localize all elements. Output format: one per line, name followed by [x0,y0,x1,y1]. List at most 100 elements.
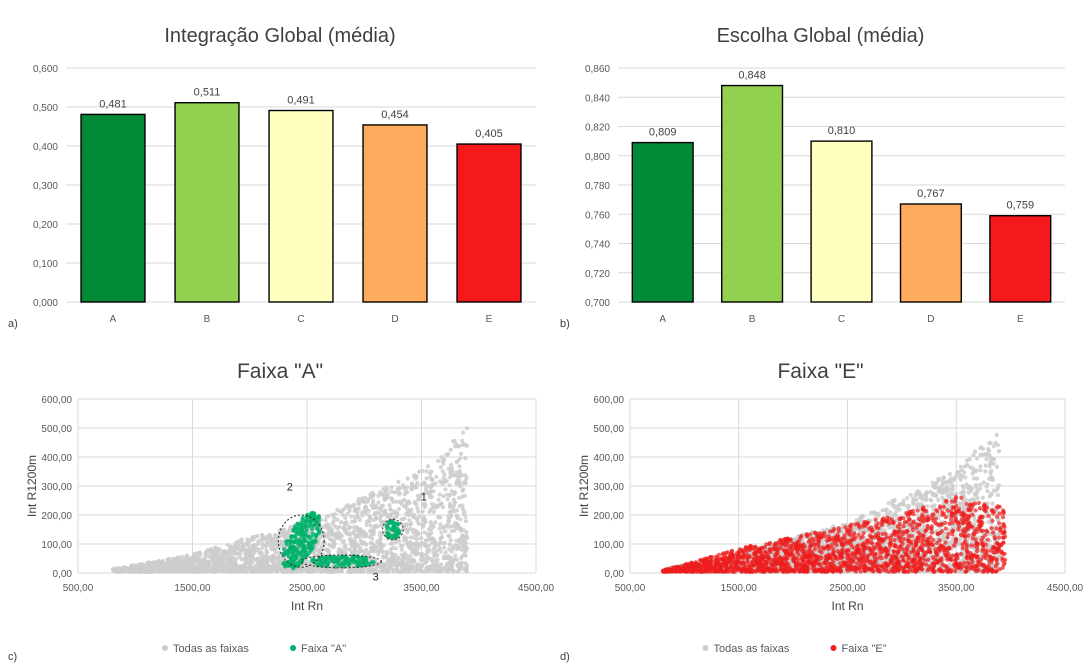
point-todas-as-faixas [417,522,421,526]
point-todas-as-faixas [379,524,383,528]
point-todas-as-faixas [358,527,362,531]
point-faixa-highlight [341,555,345,559]
point-todas-as-faixas [406,477,410,481]
x-tick-label: B [204,314,211,325]
point-todas-as-faixas [440,455,444,459]
point-todas-as-faixas [275,570,279,574]
point-todas-as-faixas [325,526,329,530]
point-todas-as-faixas [136,564,140,568]
point-faixa-highlight [318,562,322,566]
point-todas-as-faixas [423,517,427,521]
legend-marker-highlight [290,645,296,651]
point-todas-as-faixas [442,494,446,498]
point-todas-as-faixas [464,530,468,534]
chart-title: Integração Global (média) [164,25,395,47]
point-todas-as-faixas [430,541,434,545]
panel-letter: b) [560,318,570,330]
point-todas-as-faixas [240,537,244,541]
point-todas-as-faixas [227,567,231,571]
point-todas-as-faixas [401,553,405,557]
point-todas-as-faixas [985,489,989,493]
point-todas-as-faixas [436,459,440,463]
point-todas-as-faixas [350,504,354,508]
point-todas-as-faixas [242,547,246,551]
point-todas-as-faixas [443,529,447,533]
point-todas-as-faixas [198,550,202,554]
point-todas-as-faixas [204,551,208,555]
point-todas-as-faixas [995,465,999,469]
bar-b [722,86,783,302]
point-faixa-highlight [284,540,288,544]
point-todas-as-faixas [328,543,332,547]
point-todas-as-faixas [441,566,445,570]
point-todas-as-faixas [251,537,255,541]
point-todas-as-faixas [279,539,283,543]
bar-value-label: 0,405 [475,128,503,140]
point-faixa-highlight [312,512,316,516]
y-tick-label: 0,780 [585,181,610,192]
point-faixa-highlight [286,564,290,568]
x-tick-label: C [297,314,304,325]
legend-marker-todas-as-faixas [162,645,168,651]
point-todas-as-faixas [331,520,335,524]
point-todas-as-faixas [984,457,988,461]
y-tick-label: 0,840 [585,93,610,104]
point-todas-as-faixas [405,531,409,535]
point-todas-as-faixas [143,570,147,574]
point-todas-as-faixas [423,483,427,487]
chart-integracao-global: Integração Global (média)0,0000,1000,200… [6,10,554,335]
point-todas-as-faixas [448,493,452,497]
point-todas-as-faixas [115,568,119,572]
point-todas-as-faixas [409,508,413,512]
point-faixa-highlight [332,559,336,563]
point-todas-as-faixas [368,535,372,539]
point-todas-as-faixas [370,491,374,495]
point-todas-as-faixas [929,498,933,502]
point-todas-as-faixas [442,525,446,529]
x-tick-label: 2500,00 [289,583,326,594]
point-todas-as-faixas [325,515,329,519]
point-todas-as-faixas [381,504,385,508]
point-todas-as-faixas [331,570,335,574]
y-tick-label: 500,00 [593,424,624,435]
point-todas-as-faixas [909,493,913,497]
point-todas-as-faixas [453,524,457,528]
point-todas-as-faixas [432,510,436,514]
point-todas-as-faixas [441,469,445,473]
y-tick-label: 200,00 [41,511,72,522]
point-todas-as-faixas [363,496,367,500]
point-todas-as-faixas [276,556,280,560]
point-todas-as-faixas [458,469,462,473]
point-faixa-highlight [317,514,321,518]
point-todas-as-faixas [207,555,211,559]
point-faixa-highlight [313,522,317,526]
point-todas-as-faixas [394,546,398,550]
chart-title: Faixa "A" [237,360,323,383]
point-todas-as-faixas [438,537,442,541]
point-todas-as-faixas [252,551,256,555]
point-todas-as-faixas [167,568,171,572]
point-todas-as-faixas [408,565,412,569]
point-faixa-highlight [311,531,315,535]
point-todas-as-faixas [416,498,420,502]
point-todas-as-faixas [452,509,456,513]
point-todas-as-faixas [408,540,412,544]
point-todas-as-faixas [403,489,407,493]
point-todas-as-faixas [463,544,467,548]
point-todas-as-faixas [357,506,361,510]
point-todas-as-faixas [220,555,224,559]
point-todas-as-faixas [328,537,332,541]
bar-value-label: 0,481 [99,98,127,110]
point-todas-as-faixas [419,536,423,540]
point-todas-as-faixas [332,542,336,546]
point-todas-as-faixas [424,469,428,473]
point-todas-as-faixas [443,550,447,554]
point-faixa-highlight [282,547,286,551]
x-tick-label: 4500,00 [518,583,554,594]
point-todas-as-faixas [962,490,966,494]
bar-a [81,114,145,302]
point-todas-as-faixas [389,542,393,546]
bar-c [269,111,333,302]
point-todas-as-faixas [374,525,378,529]
point-todas-as-faixas [409,560,413,564]
